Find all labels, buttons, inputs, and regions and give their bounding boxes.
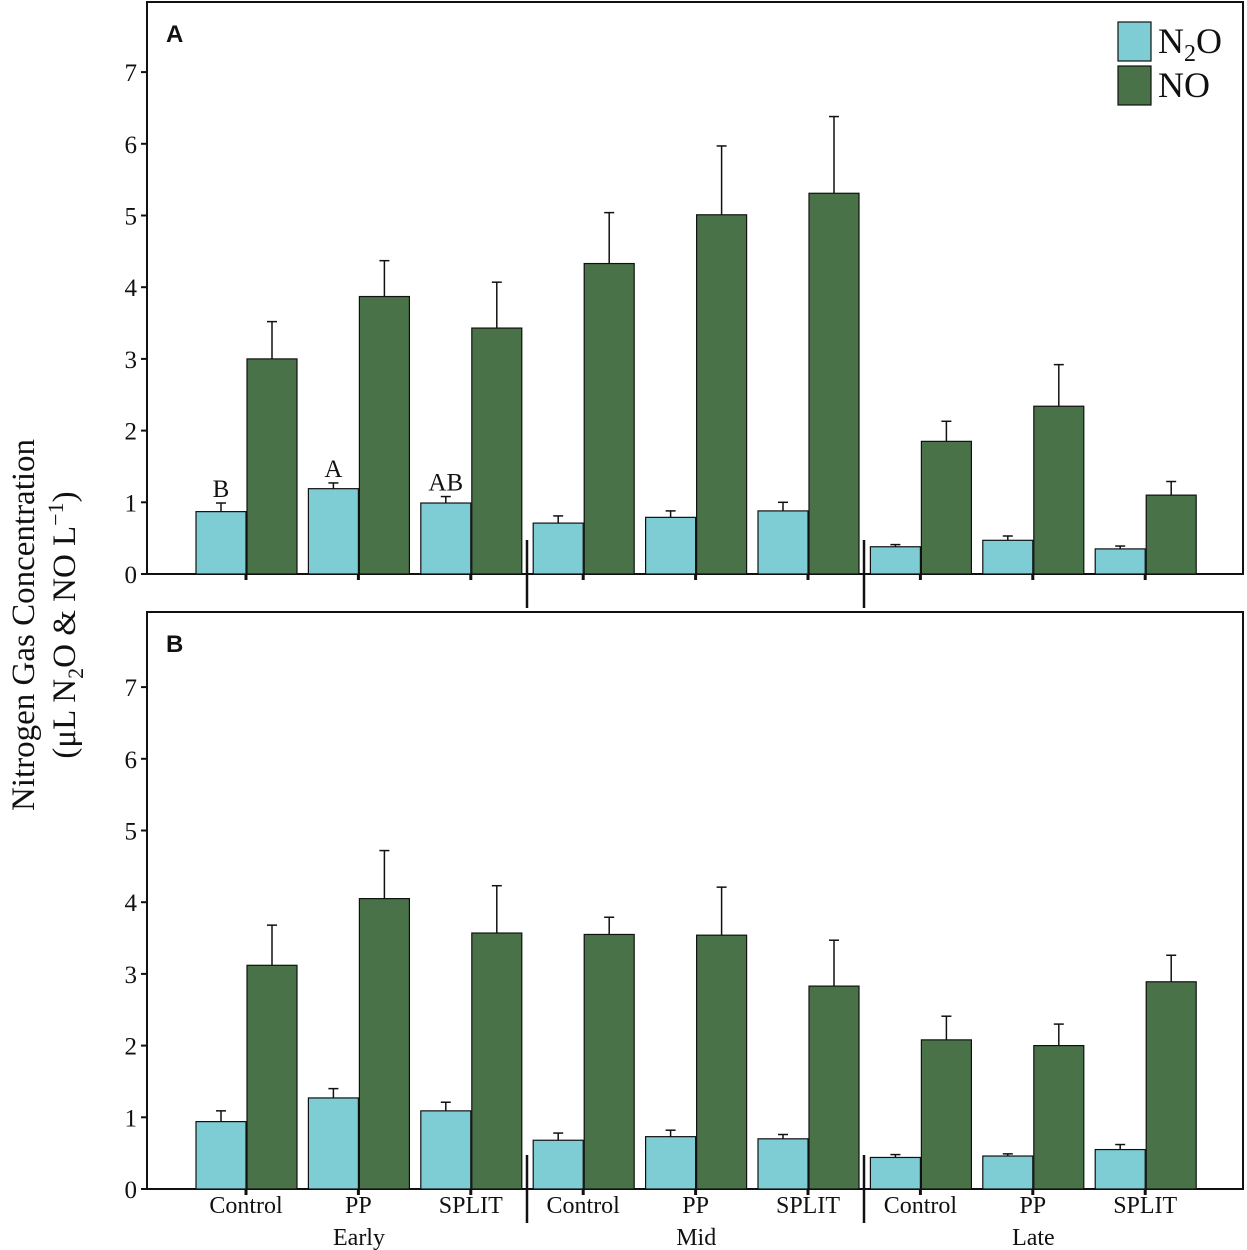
legend-n2o-label-sub: 2 xyxy=(1184,41,1196,67)
x-category-label: PP xyxy=(682,1193,709,1219)
panel-B-n2o-bar xyxy=(982,1155,1034,1190)
x-category-label: SPLIT xyxy=(1113,1193,1177,1219)
y-axis-label-unit-part2: O & NO L xyxy=(47,526,83,668)
panel-B-no-bar xyxy=(1033,1044,1085,1190)
panel-B-y-tick-label: 0 xyxy=(125,1177,138,1204)
x-category-label: Control xyxy=(884,1193,958,1219)
panel-A-y-tick-label: 2 xyxy=(125,419,138,446)
panel-A-no-bar xyxy=(471,327,523,575)
legend-n2o-label: N2O xyxy=(1158,21,1222,67)
panel-A-n2o-bar xyxy=(307,488,359,575)
legend-no-label-base: NO xyxy=(1158,65,1210,105)
panel-B-no-bar xyxy=(920,1039,973,1190)
panel-A-no-bar xyxy=(246,358,298,575)
panel-A-no-bar xyxy=(1145,494,1197,575)
panel-B-y-tick-label: 5 xyxy=(125,819,138,846)
y-axis-label-close: ) xyxy=(47,491,83,502)
y-axis-label-open: ( xyxy=(47,748,83,759)
panel-B-n2o-bar xyxy=(757,1138,809,1190)
legend-no-swatch xyxy=(1117,65,1152,106)
panel-A-n2o-bar xyxy=(195,511,247,575)
y-axis-label-sup: −1 xyxy=(43,502,68,525)
x-category-label: SPLIT xyxy=(439,1193,503,1219)
panel-A-letter: A xyxy=(166,21,183,48)
panel-B-y-tick-label: 7 xyxy=(125,675,138,702)
x-category-label: Control xyxy=(209,1193,283,1219)
panel-B-n2o-bar xyxy=(307,1097,359,1190)
panel-B-no-bar xyxy=(471,932,523,1190)
panel-B-n2o-bar xyxy=(644,1136,697,1190)
x-category-label: SPLIT xyxy=(776,1193,840,1219)
panel-B-no-bar xyxy=(808,985,860,1190)
panel-B-y-tick-label: 6 xyxy=(125,747,138,774)
y-axis-label-unit-part1: μL N xyxy=(47,679,83,748)
panel-B-n2o-bar xyxy=(532,1139,584,1190)
y-axis-label-sub: 2 xyxy=(63,668,88,679)
x-group-label: Early xyxy=(333,1225,385,1250)
panel-B-n2o-bar xyxy=(420,1110,472,1190)
panel-A-y-tick-label: 7 xyxy=(125,60,138,87)
x-group-label: Late xyxy=(1012,1225,1055,1250)
panel-B-no-bar xyxy=(1145,981,1197,1190)
panel-A-no-bar xyxy=(1033,405,1085,575)
panel-B-no-bar xyxy=(583,933,635,1190)
legend-n2o-swatch xyxy=(1117,21,1152,62)
panel-A-no-bar xyxy=(583,262,635,575)
x-category-label: PP xyxy=(1019,1193,1046,1219)
legend-no-label: NO xyxy=(1158,65,1210,105)
panel-A-y-tick-label: 6 xyxy=(125,132,138,159)
panel-A-significance-label: AB xyxy=(428,470,463,497)
legend-n2o-label-rest: O xyxy=(1196,21,1222,61)
panel-B-n2o-bar xyxy=(195,1121,247,1190)
panel-B-y-tick-label: 2 xyxy=(125,1034,138,1061)
panel-A-significance-label: A xyxy=(324,456,342,483)
y-axis-label-line1: Nitrogen Gas Concentration xyxy=(6,439,42,811)
panel-A-y-tick-label: 1 xyxy=(125,490,138,517)
panel-B-n2o-bar xyxy=(1094,1148,1146,1190)
panel-A-significance-label: B xyxy=(213,476,230,503)
panel-A-n2o-bar xyxy=(982,539,1034,575)
panel-A-n2o-bar xyxy=(532,522,584,575)
panel-A-n2o-bar xyxy=(1094,548,1146,575)
x-group-label: Mid xyxy=(676,1225,716,1250)
y-axis-label-line2: (μL N2O & NO L−1) xyxy=(43,491,88,758)
panel-B-y-tick-label: 1 xyxy=(125,1105,138,1132)
panel-A-no-bar xyxy=(358,295,410,575)
panel-A-n2o-bar xyxy=(420,502,472,575)
panel-A-no-bar xyxy=(695,214,748,575)
panel-B-n2o-bar xyxy=(869,1156,922,1190)
panel-B-y-tick-label: 3 xyxy=(125,962,138,989)
panel-A-n2o-bar xyxy=(644,516,697,575)
panel-B-no-bar xyxy=(695,934,748,1190)
x-category-label: Control xyxy=(547,1193,621,1219)
panel-A-no-bar xyxy=(808,192,860,575)
panel-A-no-bar xyxy=(920,440,973,575)
panel-B-letter: B xyxy=(166,631,183,658)
panel-A-n2o-bar xyxy=(869,546,922,575)
panel-A-y-tick-label: 3 xyxy=(125,347,138,374)
panel-A-y-tick-label: 0 xyxy=(125,562,138,589)
panel-B-no-bar xyxy=(358,898,410,1190)
panel-B-y-tick-label: 4 xyxy=(125,890,138,917)
x-category-label: PP xyxy=(345,1193,372,1219)
legend-n2o-label-base: N xyxy=(1158,21,1184,61)
panel-A-n2o-bar xyxy=(757,510,809,575)
panel-A-y-tick-label: 4 xyxy=(125,275,138,302)
panel-B-no-bar xyxy=(246,964,298,1190)
panel-A-y-tick-label: 5 xyxy=(125,204,138,231)
